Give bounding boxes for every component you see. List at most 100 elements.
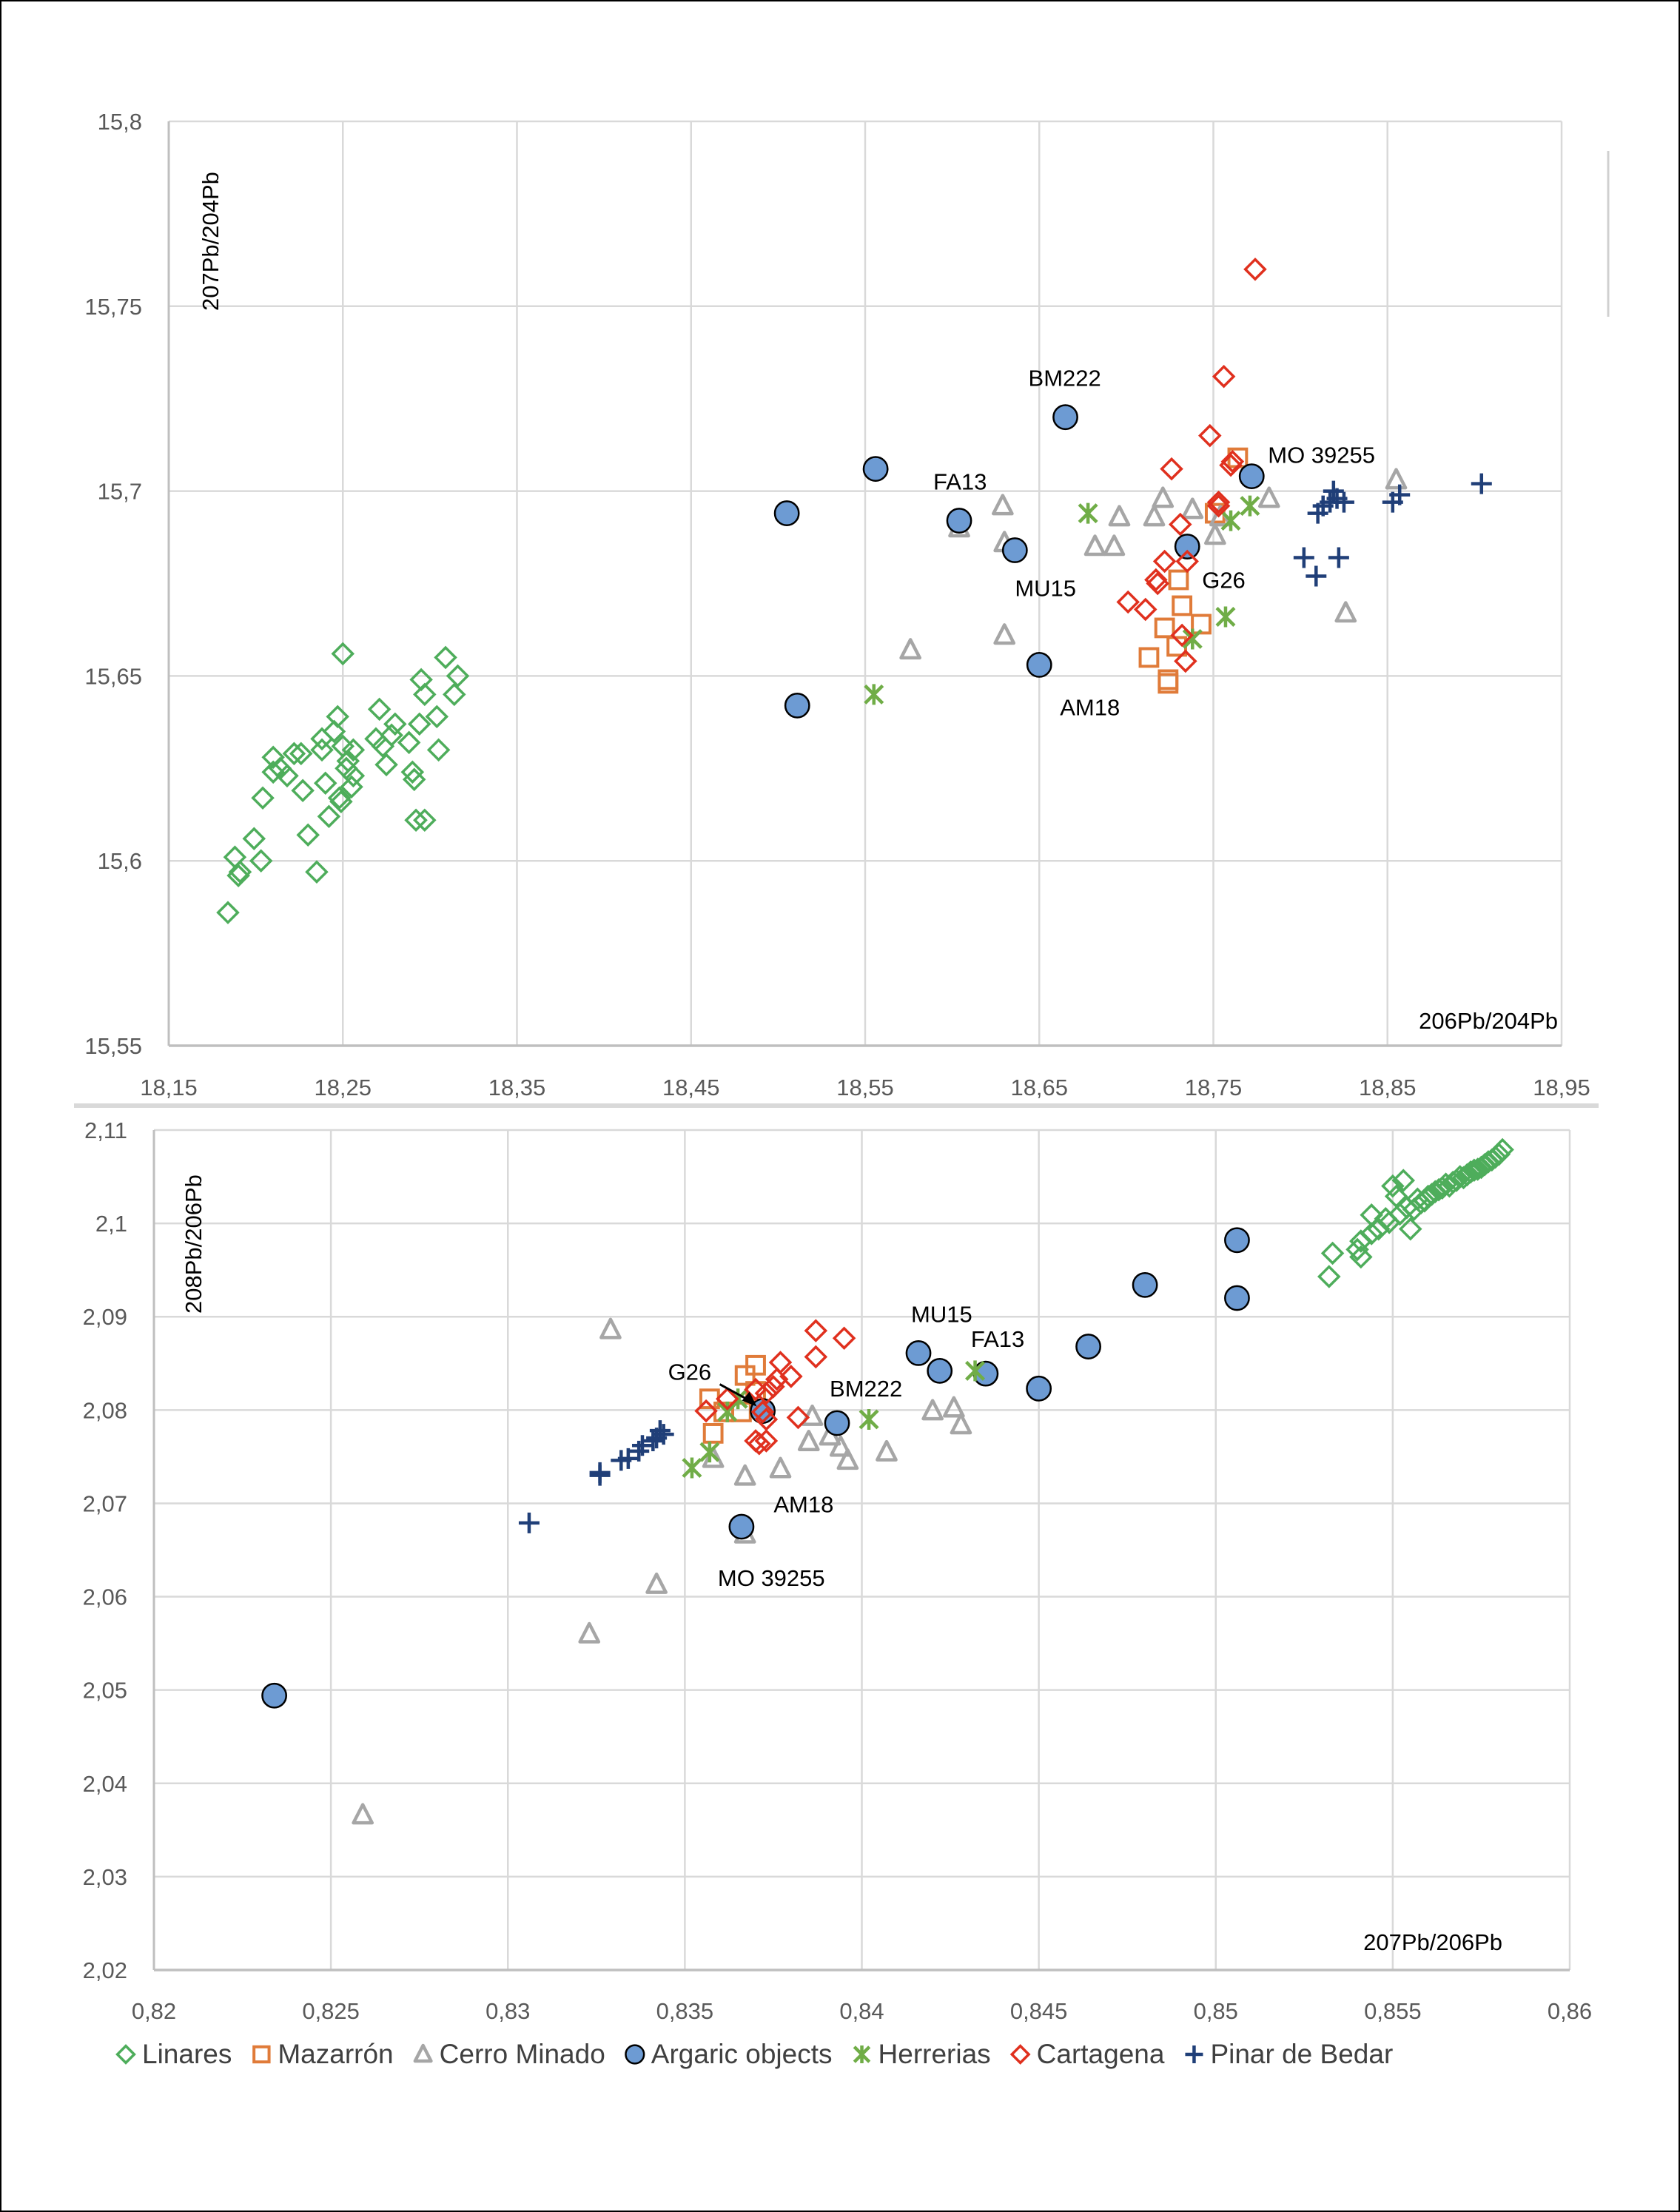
x-tick-label: 0,825 [302, 1998, 360, 2024]
legend-item-pinar-de-bedar: Pinar de Bedar [1185, 2039, 1393, 2069]
point-label-fa13: FA13 [933, 469, 987, 495]
point-linares [1377, 1211, 1401, 1234]
point-herrerias [699, 1442, 720, 1463]
point-linares [1388, 1202, 1412, 1226]
point-pinar-de-bedar [1312, 495, 1334, 517]
point-linares [341, 764, 366, 788]
point-cerro-minado [876, 1439, 898, 1462]
legend-marker-argaric-objects-icon [625, 2044, 645, 2065]
point-argaric-objects [905, 1340, 932, 1366]
point-herrerias [1078, 502, 1098, 524]
legend-label: Mazarrón [278, 2039, 393, 2069]
point-linares [289, 742, 313, 766]
point-label-fa13: FA13 [971, 1326, 1024, 1352]
point-linares [446, 664, 470, 688]
point-cartagena [1152, 549, 1177, 574]
point-cartagena [1169, 512, 1192, 537]
point-cerro-minado [829, 1435, 852, 1457]
point-linares [282, 742, 306, 766]
point-cartagena [1174, 649, 1197, 673]
point-linares [367, 697, 392, 722]
point-pinar-de-bedar [653, 1424, 674, 1445]
point-cartagena [804, 1345, 828, 1369]
point-herrerias [1182, 628, 1203, 650]
series-pinar-de-bedar [1293, 473, 1492, 587]
point-cerro-minado [797, 1429, 820, 1451]
y-tick-label: 15,55 [84, 1033, 142, 1059]
legend-label: Herrerias [878, 2039, 991, 2069]
point-linares [443, 682, 466, 707]
series-linares [216, 642, 470, 924]
point-label-mo-39255: MO 39255 [718, 1565, 825, 1591]
y-tick-label: 2,11 [84, 1117, 127, 1143]
point-linares [305, 860, 329, 884]
point-linares [226, 864, 250, 887]
x-tick-label: 0,82 [132, 1998, 176, 2024]
point-cerro-minado [1108, 505, 1131, 527]
point-cartagena [694, 1399, 718, 1423]
point-label-g26: G26 [668, 1359, 712, 1385]
point-linares [374, 753, 398, 777]
point-argaric-objects [946, 508, 972, 534]
point-label-bm222: BM222 [830, 1376, 902, 1402]
point-pinar-de-bedar [1326, 488, 1348, 509]
point-cartagena [754, 1381, 779, 1405]
point-cerro-minado [942, 1396, 965, 1418]
point-argaric-objects [773, 500, 800, 526]
x-axis-title: 206Pb/204Pb [1419, 1008, 1558, 1034]
point-cartagena [1220, 449, 1245, 474]
point-cerro-minado [769, 1456, 792, 1479]
point-cerro-minado [1181, 497, 1204, 520]
x-tick-label: 18,65 [1010, 1075, 1068, 1100]
point-cerro-minado [352, 1803, 374, 1825]
point-pinar-de-bedar [1471, 473, 1492, 494]
point-cerro-minado [1334, 601, 1357, 623]
point-linares [397, 730, 421, 755]
point-herrerias [1240, 495, 1260, 517]
y-tick-label: 2,08 [83, 1397, 127, 1423]
point-herrerias [864, 684, 884, 705]
y-tick-label: 15,65 [84, 663, 142, 689]
point-cartagena [765, 1367, 789, 1391]
point-label-am18: AM18 [1060, 694, 1120, 720]
point-linares [1465, 1157, 1490, 1181]
y-axis-title: 208Pb/206Pb [181, 1174, 206, 1314]
legend-marker-cerro-minado-icon [413, 2043, 433, 2063]
point-pinar-de-bedar [1293, 547, 1314, 568]
point-argaric-objects [1238, 463, 1265, 490]
legend-label: Cerro Minado [440, 2039, 605, 2069]
point-cerro-minado [1103, 534, 1126, 557]
point-cartagena [1170, 623, 1194, 648]
x-axis-title: 207Pb/206Pb [1363, 1929, 1502, 1955]
legend-marker-linares-icon [115, 2044, 136, 2065]
x-tick-label: 18,95 [1533, 1075, 1590, 1100]
point-cartagena [1206, 494, 1231, 518]
y-tick-label: 2,05 [83, 1678, 127, 1704]
y-tick-label: 2,04 [83, 1771, 127, 1797]
legend: Linares Mazarrón Cerro Minado Argaric objec… [115, 2039, 1393, 2069]
point-argaric-objects [1224, 1285, 1250, 1311]
point-linares [296, 823, 320, 847]
point-linares [310, 738, 334, 762]
point-argaric-objects [1001, 537, 1028, 563]
x-tick-label: 0,855 [1364, 1998, 1422, 2024]
point-cartagena [1160, 457, 1183, 481]
point-linares [242, 827, 266, 850]
point-argaric-objects [1026, 652, 1052, 678]
point-mazarron [1157, 673, 1179, 694]
point-cerro-minado [1152, 486, 1175, 508]
point-linares [425, 705, 449, 729]
point-cerro-minado [1083, 534, 1106, 557]
y-tick-label: 2,07 [83, 1490, 127, 1516]
legend-item-linares: Linares [115, 2039, 232, 2069]
point-linares [426, 738, 451, 762]
y-axis-title: 207Pb/204Pb [198, 172, 224, 311]
x-tick-label: 0,86 [1548, 1998, 1592, 2024]
point-linares [341, 738, 366, 762]
series-pinar-de-bedar [518, 1420, 674, 1533]
point-linares [1399, 1217, 1422, 1241]
point-cerro-minado [1257, 486, 1280, 508]
x-tick-label: 18,25 [314, 1075, 372, 1100]
point-linares [1480, 1148, 1504, 1172]
